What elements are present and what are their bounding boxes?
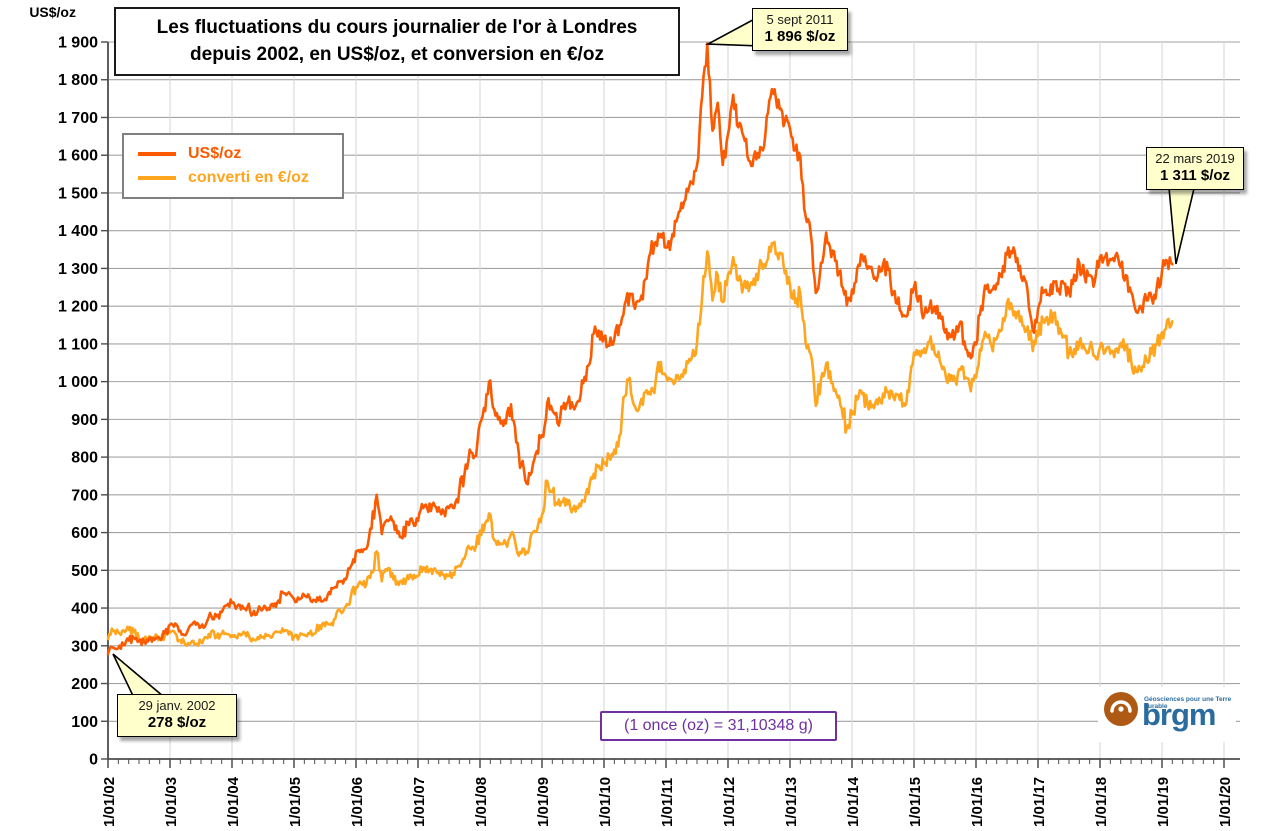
annotation-value: 1 896 $/oz	[764, 28, 836, 46]
annotation-value: 278 $/oz	[147, 714, 207, 732]
annotation-date: 22 mars 2019	[1155, 151, 1235, 166]
y-tick-label: 1 200	[58, 299, 98, 316]
x-tick-label: 1/01/16	[969, 777, 986, 827]
y-tick-label: 1 700	[58, 110, 98, 127]
x-tick-label: 1/01/15	[907, 777, 924, 827]
y-axis-title: US$/oz	[29, 4, 76, 20]
annotation-date: 5 sept 2011	[766, 12, 834, 27]
x-tick-label: 1/01/02	[101, 777, 118, 827]
y-tick-label: 1 900	[58, 35, 98, 52]
usd-series-line	[106, 42, 1174, 656]
x-tick-label: 1/01/10	[597, 777, 614, 827]
x-tick-label: 1/01/05	[287, 777, 304, 827]
eur-line-swatch-icon	[138, 176, 176, 180]
y-tick-label: 0	[89, 752, 98, 769]
legend-item-eur: converti en €/oz	[138, 169, 328, 187]
chart-legend: US$/oz converti en €/oz	[122, 133, 344, 199]
x-tick-label: 1/01/17	[1031, 777, 1048, 827]
y-tick-label: 300	[71, 638, 98, 655]
x-tick-label: 1/01/19	[1155, 777, 1172, 827]
usd-line-swatch-icon	[138, 152, 176, 156]
x-tick-label: 1/01/03	[163, 777, 180, 827]
legend-item-usd: US$/oz	[138, 145, 328, 163]
x-tick-label: 1/01/13	[783, 777, 800, 827]
annotation-date: 29 janv. 2002	[138, 698, 216, 713]
x-tick-label: 1/01/08	[473, 777, 490, 827]
y-tick-label: 1 000	[58, 374, 98, 391]
annotation-value: 1 311 $/oz	[1159, 167, 1231, 185]
y-tick-label: 600	[71, 525, 98, 542]
annotation-end-2019: 22 mars 2019 1 311 $/oz	[1146, 147, 1244, 190]
annotation-peak-2011: 5 sept 2011 1 896 $/oz	[752, 8, 848, 51]
brgm-tagline: Géosciences pour une Terre durable	[1144, 696, 1232, 710]
x-tick-label: 1/01/12	[721, 777, 738, 827]
y-tick-label: 800	[71, 450, 98, 467]
y-tick-label: 1 800	[58, 72, 98, 89]
ounce-conversion-note: (1 once (oz) = 31,10348 g)	[600, 711, 837, 741]
x-tick-label: 1/01/06	[349, 777, 366, 827]
eur-series-line	[106, 240, 1174, 647]
x-tick-label: 1/01/20	[1217, 777, 1234, 827]
y-tick-label: 700	[71, 487, 98, 504]
x-tick-label: 1/01/18	[1093, 777, 1110, 827]
y-tick-label: 1 500	[58, 185, 98, 202]
x-tick-label: 1/01/09	[535, 777, 552, 827]
y-tick-label: 900	[71, 412, 98, 429]
legend-label-eur: converti en €/oz	[188, 169, 309, 186]
brgm-wordmark: brgm	[1142, 697, 1216, 732]
brgm-logo: Géosciences pour une Terre durable brgm	[1098, 687, 1236, 742]
x-tick-label: 1/01/04	[225, 776, 242, 827]
chart-title: Les fluctuations du cours journalier de …	[114, 7, 680, 77]
y-tick-label: 1 100	[58, 336, 98, 353]
x-tick-label: 1/01/14	[845, 776, 862, 827]
annotation-start-2002: 29 janv. 2002 278 $/oz	[117, 694, 237, 737]
brgm-globe-icon	[1104, 692, 1138, 726]
x-tick-label: 1/01/11	[659, 778, 676, 827]
y-tick-label: 1 300	[58, 261, 98, 278]
legend-label-usd: US$/oz	[188, 145, 242, 162]
y-tick-label: 500	[71, 563, 98, 580]
y-tick-label: 1 400	[58, 223, 98, 240]
y-tick-label: 1 600	[58, 148, 98, 165]
y-tick-label: 100	[71, 714, 98, 731]
x-tick-label: 1/01/07	[411, 777, 428, 827]
y-tick-label: 400	[71, 601, 98, 618]
y-tick-label: 200	[71, 676, 98, 693]
